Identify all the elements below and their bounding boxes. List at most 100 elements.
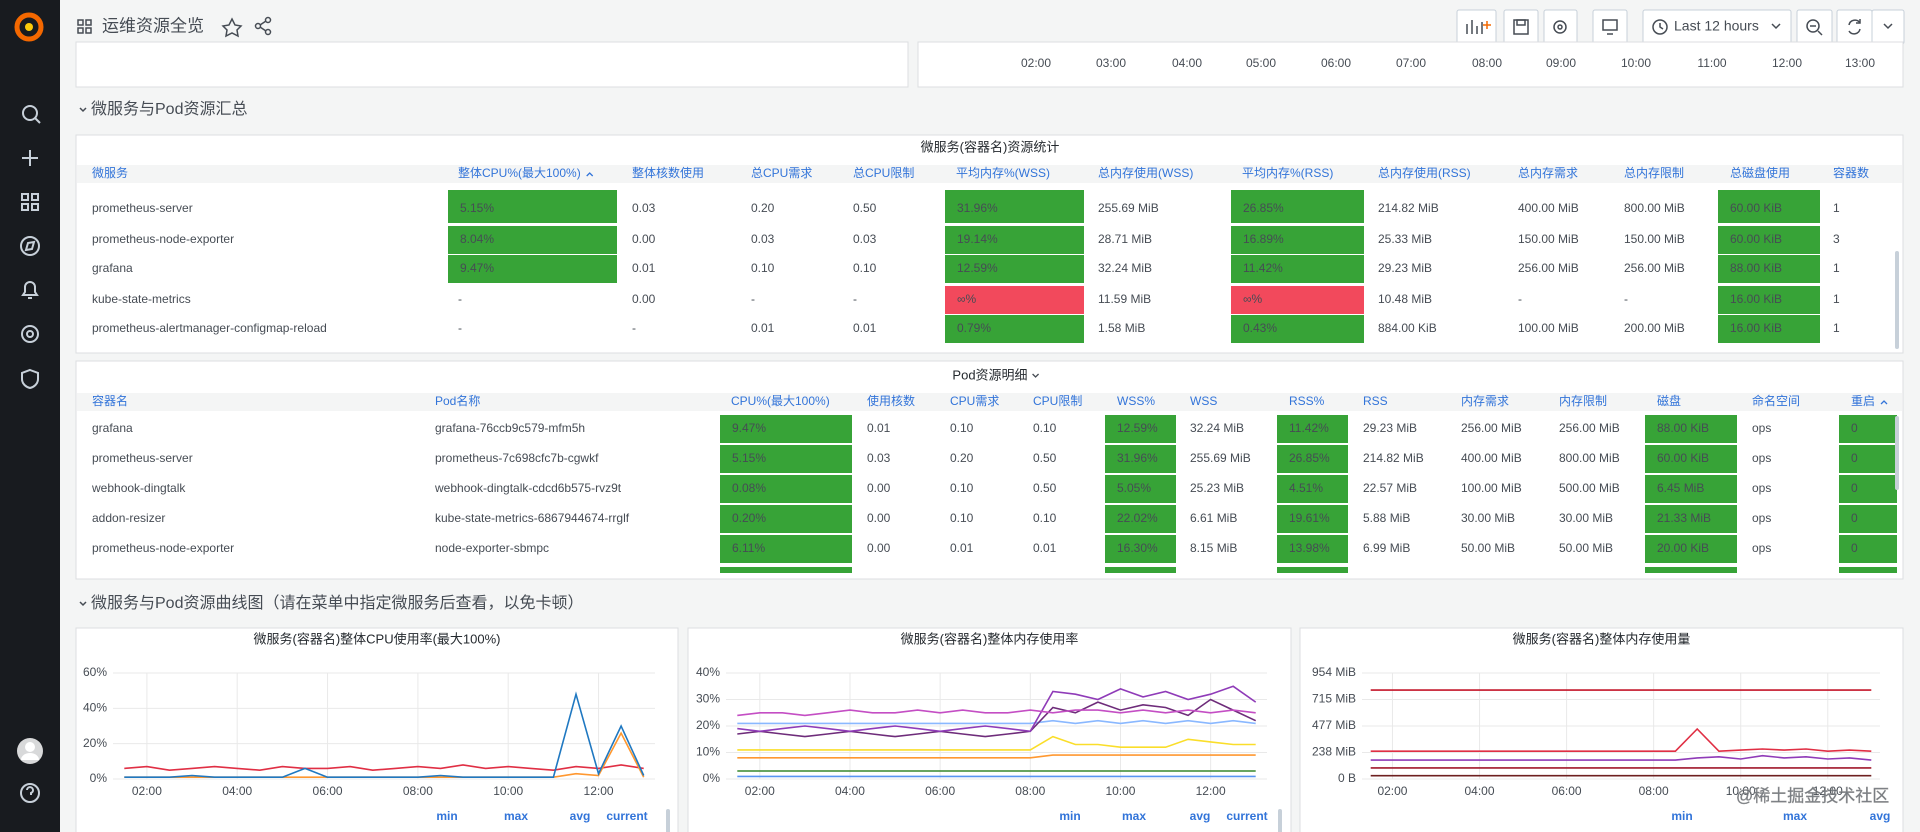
- y-tick-label: 0 B: [1338, 771, 1356, 785]
- table-cell: 0.01: [853, 321, 877, 335]
- table-cell: node-exporter-sbmpc: [435, 541, 549, 555]
- table-cell: -: [751, 292, 755, 306]
- x-tick-label: 10:00: [1621, 56, 1651, 70]
- column-header[interactable]: CPU%(最大100%): [731, 394, 830, 408]
- row-chevron[interactable]: [79, 107, 87, 113]
- table-cell: ∞%: [957, 292, 977, 306]
- dashboard-title[interactable]: 运维资源全览: [102, 16, 204, 35]
- cell-strip: [720, 567, 852, 573]
- table-cell: 800.00 MiB: [1559, 451, 1620, 465]
- series-line: [737, 719, 1256, 725]
- table-cell: grafana-76ccb9c579-mfm5h: [435, 421, 585, 435]
- table-cell: 0.00: [632, 232, 656, 246]
- legend-column[interactable]: current: [606, 809, 647, 823]
- sidebar-icons[interactable]: [20, 105, 41, 803]
- column-header[interactable]: RSS%: [1289, 394, 1325, 408]
- series-line: [124, 764, 644, 772]
- row-title[interactable]: 微服务与Pod资源曲线图（请在菜单中指定微服务后查看，以免卡顿）: [91, 594, 583, 612]
- table-cell: prometheus-node-exporter: [92, 232, 234, 246]
- column-header[interactable]: 总内存限制: [1624, 166, 1684, 180]
- column-header[interactable]: RSS: [1363, 394, 1388, 408]
- column-header[interactable]: 总内存需求: [1518, 166, 1578, 180]
- cell-background: [720, 415, 852, 443]
- table-cell: 0.00: [867, 511, 891, 525]
- scrollbar[interactable]: [1895, 251, 1899, 349]
- column-header[interactable]: 微服务: [92, 165, 128, 180]
- cell-background: [448, 195, 617, 223]
- table-cell: 6.11%: [732, 541, 765, 555]
- column-header[interactable]: 整体CPU%(最大100%): [458, 165, 581, 180]
- cell-background: [1645, 535, 1737, 563]
- row-title[interactable]: 微服务与Pod资源汇总: [91, 100, 247, 118]
- x-tick-label: 09:00: [1546, 56, 1576, 70]
- x-tick-label: 06:00: [1552, 784, 1582, 798]
- cell-background: [1277, 505, 1348, 533]
- column-header[interactable]: 内存需求: [1461, 394, 1509, 408]
- time-range[interactable]: Last 12 hours: [1674, 18, 1759, 34]
- column-header[interactable]: 总内存使用(WSS): [1098, 165, 1193, 180]
- column-header[interactable]: WSS: [1190, 394, 1217, 408]
- legend-column[interactable]: min: [436, 809, 457, 823]
- legend-column[interactable]: max: [504, 809, 528, 823]
- table-cell: 0: [1851, 481, 1858, 495]
- legend-column[interactable]: min: [1671, 809, 1692, 823]
- column-header[interactable]: 内存限制: [1559, 394, 1607, 408]
- title-menu-icon[interactable]: [1032, 373, 1040, 378]
- column-header[interactable]: 总内存使用(RSS): [1378, 165, 1471, 180]
- scrollbar[interactable]: [666, 809, 670, 832]
- column-header[interactable]: 总CPU需求: [751, 166, 812, 180]
- scrollbar[interactable]: [1895, 416, 1899, 490]
- table-cell: 60.00 KiB: [1657, 451, 1709, 465]
- panel-title[interactable]: 微服务(容器名)整体内存使用量: [1513, 631, 1691, 646]
- panel-title[interactable]: 微服务(容器名)整体内存使用率: [901, 631, 1079, 646]
- legend-column[interactable]: max: [1783, 809, 1807, 823]
- scrollbar[interactable]: [1278, 809, 1282, 832]
- cell-background: [1839, 475, 1897, 503]
- legend-column[interactable]: avg: [1190, 809, 1211, 823]
- legend-column[interactable]: min: [1059, 809, 1080, 823]
- column-header[interactable]: 容器名: [92, 393, 128, 408]
- cell-background: [945, 226, 1084, 254]
- column-header[interactable]: 平均内存%(WSS): [956, 166, 1050, 180]
- grafana-logo[interactable]: [14, 12, 44, 42]
- cell-strip: [1645, 567, 1737, 573]
- table-cell: -: [853, 292, 857, 306]
- column-header[interactable]: 整体核数使用: [632, 165, 704, 180]
- column-header[interactable]: 重启: [1851, 394, 1875, 408]
- panel-title[interactable]: 微服务(容器名)整体CPU使用率(最大100%): [253, 631, 500, 646]
- legend-column[interactable]: avg: [1870, 809, 1891, 823]
- column-header[interactable]: CPU需求: [950, 394, 999, 408]
- column-header[interactable]: 容器数: [1833, 165, 1869, 180]
- column-header[interactable]: 平均内存%(RSS): [1242, 166, 1333, 180]
- panel-title[interactable]: Pod资源明细: [952, 367, 1027, 382]
- column-header[interactable]: 使用核数: [867, 393, 915, 408]
- legend-column[interactable]: max: [1122, 809, 1146, 823]
- x-tick-label: 02:00: [745, 784, 775, 798]
- header-icons[interactable]: [77, 16, 272, 38]
- table-cell: 25.23 MiB: [1190, 481, 1244, 495]
- panel-title[interactable]: 微服务(容器名)资源统计: [921, 139, 1060, 154]
- table-cell: 50.00 MiB: [1461, 541, 1515, 555]
- row-chevron[interactable]: [79, 601, 87, 607]
- user-avatar[interactable]: [17, 738, 43, 764]
- table-cell: 0.20: [950, 451, 974, 465]
- table-cell: 31.96%: [1117, 451, 1158, 465]
- table-cell: prometheus-7c698cfc7b-cgwkf: [435, 451, 599, 465]
- table-cell: 50.00 MiB: [1559, 541, 1613, 555]
- column-header[interactable]: 总CPU限制: [853, 166, 914, 180]
- column-header[interactable]: CPU限制: [1033, 394, 1082, 408]
- legend-column[interactable]: current: [1226, 809, 1267, 823]
- table-cell: 16.00 KiB: [1730, 321, 1782, 335]
- plot-area: [124, 691, 645, 778]
- column-header[interactable]: 总磁盘使用: [1730, 165, 1790, 180]
- column-header[interactable]: WSS%: [1117, 394, 1155, 408]
- legend-column[interactable]: avg: [570, 809, 591, 823]
- header-row: [77, 393, 1902, 411]
- column-header[interactable]: 命名空间: [1752, 393, 1800, 408]
- column-header[interactable]: Pod名称: [435, 393, 480, 408]
- series-line: [737, 709, 1256, 717]
- column-header[interactable]: 磁盘: [1657, 393, 1681, 408]
- table-cell: 3: [1833, 232, 1840, 246]
- table-cell: 214.82 MiB: [1378, 201, 1439, 215]
- table-cell: 9.47%: [732, 421, 766, 435]
